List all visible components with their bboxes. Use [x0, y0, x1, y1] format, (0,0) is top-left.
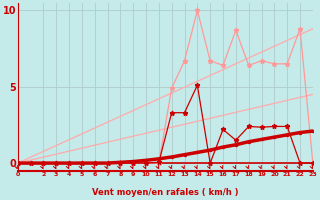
X-axis label: Vent moyen/en rafales ( km/h ): Vent moyen/en rafales ( km/h )	[92, 188, 238, 197]
